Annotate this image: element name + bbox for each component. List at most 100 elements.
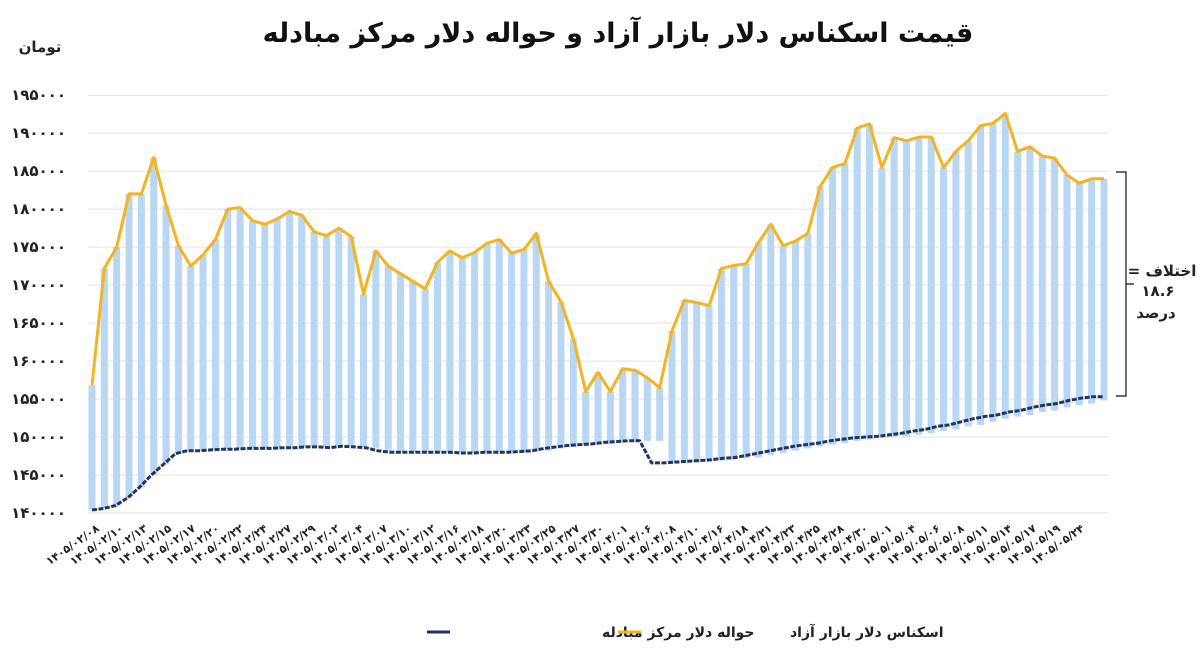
difference-bar [1100, 178, 1108, 401]
difference-bar [656, 387, 664, 441]
gridlines [88, 94, 1108, 514]
difference-bar [569, 338, 577, 447]
difference-bar [730, 265, 738, 460]
series-line-free-market [90, 111, 1104, 393]
difference-bar [853, 127, 861, 441]
difference-bar [261, 224, 269, 449]
difference-bar [125, 193, 133, 498]
difference-bar [113, 247, 121, 506]
difference-bar [347, 236, 355, 447]
difference-bar [100, 268, 108, 509]
difference-bar [1051, 158, 1059, 411]
difference-bar [545, 281, 553, 451]
difference-bar [594, 372, 602, 445]
difference-bar [88, 385, 96, 510]
difference-bars [88, 113, 1108, 510]
difference-bar [211, 239, 219, 450]
y-tick-label: ۱۶۰۰۰۰ [11, 352, 66, 370]
annotation-line-3: درصد [1136, 304, 1176, 322]
difference-bar [495, 239, 503, 453]
difference-bar [643, 377, 651, 441]
difference-bar [397, 273, 405, 453]
difference-bar [471, 252, 479, 453]
series-line-exchange-center [91, 395, 1104, 512]
difference-bar [187, 266, 195, 451]
difference-bar [964, 140, 972, 427]
x-axis-ticks: ۱۴۰۵/۰۲/۰۸۱۴۰۵/۰۲/۱۰۱۴۰۵/۰۲/۱۳۱۴۰۵/۰۲/۱۵… [44, 522, 1087, 568]
difference-bar [1038, 155, 1046, 412]
difference-bar [866, 124, 874, 440]
difference-bar [174, 245, 182, 454]
difference-bar [1026, 146, 1034, 416]
difference-bar [717, 268, 725, 461]
difference-bar [372, 250, 380, 448]
annotation-line-1: اختلاف = [1128, 262, 1197, 280]
difference-bar [285, 211, 293, 448]
difference-bar [582, 391, 590, 446]
difference-bar [298, 215, 306, 448]
difference-bar [940, 167, 948, 431]
difference-bar [927, 136, 935, 434]
legend: حواله دلار مرکز مبادله اسکناس دلار بازار… [427, 623, 944, 641]
difference-bar [903, 140, 911, 437]
difference-bar [335, 228, 343, 448]
difference-bar [668, 330, 676, 463]
difference-bar [199, 254, 207, 451]
annotation-line-2: ۱۸.۶ [1141, 282, 1174, 300]
difference-bar [532, 233, 540, 452]
difference-bar [705, 305, 713, 462]
series-lines [90, 111, 1104, 512]
difference-bar [236, 207, 244, 450]
difference-bar [890, 137, 898, 438]
y-tick-label: ۱۶۵۰۰۰ [11, 314, 66, 332]
difference-bar [421, 288, 429, 453]
difference-bar [434, 262, 442, 453]
chart-title: قیمت اسکناس دلار بازار آزاد و حواله دلار… [263, 16, 974, 49]
difference-bar [952, 151, 960, 430]
y-tick-label: ۱۸۵۰۰۰ [11, 162, 66, 180]
difference-bar [446, 250, 454, 453]
difference-bar [804, 233, 812, 449]
y-tick-label: ۱۷۵۰۰۰ [11, 238, 66, 256]
difference-bar [816, 186, 824, 447]
difference-bar [409, 281, 417, 453]
y-axis-unit: تومان [19, 38, 62, 56]
difference-bar [631, 370, 639, 442]
difference-bar [310, 231, 318, 447]
difference-bar [1075, 183, 1083, 406]
difference-bar [137, 193, 145, 488]
y-tick-label: ۱۹۰۰۰۰ [11, 124, 66, 142]
difference-bar [150, 157, 158, 476]
annotation-bracket [1116, 171, 1134, 397]
difference-bar [742, 263, 750, 459]
difference-bar [619, 368, 627, 443]
difference-bar [384, 266, 392, 451]
difference-bar [828, 167, 836, 445]
y-tick-label: ۱۵۰۰۰۰ [11, 428, 66, 446]
difference-bar [841, 163, 849, 444]
difference-bar [989, 123, 997, 422]
y-tick-label: ۱۸۰۰۰۰ [11, 200, 66, 218]
legend-label-cx: حواله دلار مرکز مبادله [602, 625, 755, 641]
difference-bar [606, 391, 614, 444]
difference-bar [483, 243, 491, 453]
difference-bar [754, 242, 762, 458]
difference-bar [273, 219, 281, 449]
difference-bar [162, 205, 170, 465]
difference-bar [248, 220, 256, 449]
difference-bar [1088, 178, 1096, 404]
y-tick-label: ۱۹۵۰۰۰ [11, 86, 66, 104]
y-tick-label: ۱۴۰۰۰۰ [11, 504, 66, 522]
difference-bar [767, 224, 775, 456]
difference-bar [1063, 174, 1071, 408]
difference-bar [557, 301, 565, 449]
difference-bar [779, 245, 787, 453]
difference-bar [693, 302, 701, 463]
difference-bar [915, 136, 923, 435]
difference-bar [1001, 113, 1009, 419]
difference-annotation: اختلاف = ۱۸.۶ درصد [1116, 171, 1197, 397]
difference-bar [1014, 151, 1022, 417]
difference-bar [878, 167, 886, 438]
difference-bar [458, 257, 466, 453]
